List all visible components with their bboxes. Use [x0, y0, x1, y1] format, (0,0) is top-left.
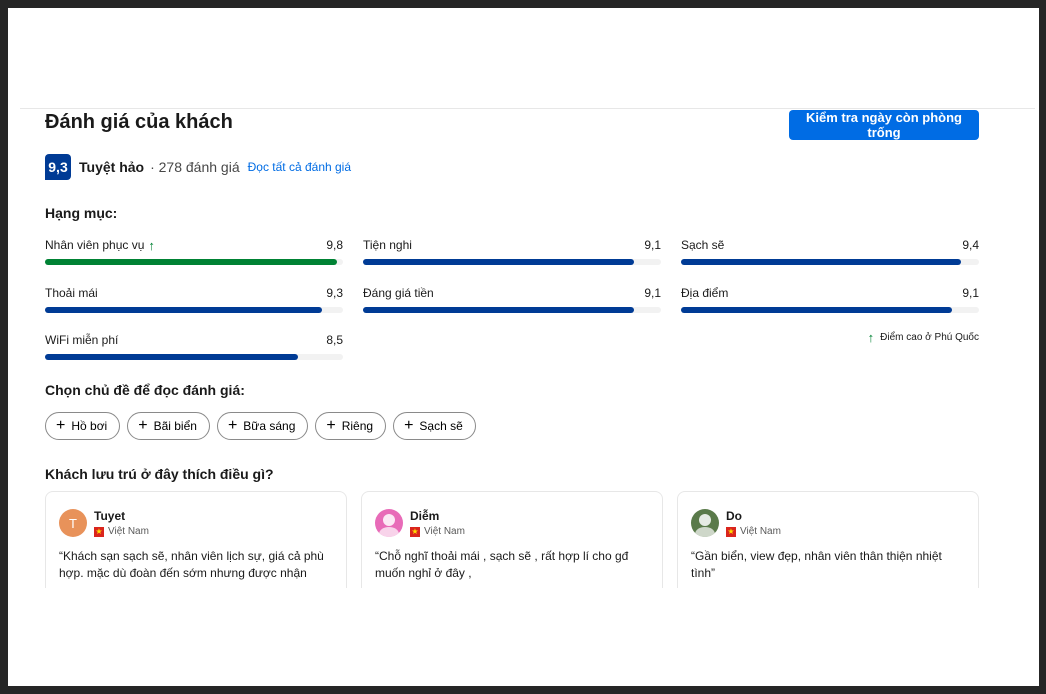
- content-cutoff: [8, 588, 1039, 686]
- vietnam-flag-icon: ★: [94, 526, 104, 537]
- category-name: Thoải mái: [45, 286, 98, 300]
- topic-chip-label: Sạch sẽ: [419, 419, 463, 433]
- liked-heading: Khách lưu trú ở đây thích điều gì?: [45, 466, 274, 482]
- plus-icon: +: [326, 417, 336, 434]
- topic-chip[interactable]: + Riêng: [315, 412, 387, 440]
- reviewer-name: Do: [726, 509, 742, 523]
- plus-icon: +: [404, 417, 414, 434]
- topic-chip[interactable]: + Sạch sẽ: [393, 412, 476, 440]
- category-name: Địa điểm: [681, 286, 729, 300]
- vietnam-flag-icon: ★: [726, 526, 736, 537]
- topic-chip-label: Riêng: [341, 419, 374, 433]
- score-bar-track: [45, 354, 343, 360]
- category-score: 9,1: [644, 286, 661, 300]
- page-frame: Đánh giá của khách Kiểm tra ngày còn phò…: [8, 8, 1039, 686]
- page-title: Đánh giá của khách: [45, 111, 233, 133]
- arrow-up-icon: ↑: [148, 237, 155, 253]
- topic-chip[interactable]: + Bữa sáng: [216, 412, 309, 440]
- category-score: 9,4: [962, 238, 979, 252]
- category-score: 9,1: [962, 286, 979, 300]
- review-count: · 278 đánh giá: [150, 159, 240, 175]
- check-availability-button[interactable]: Kiểm tra ngày còn phòng trống: [789, 110, 979, 140]
- avatar: T: [59, 509, 87, 537]
- topic-chip[interactable]: + Bãi biển: [127, 412, 210, 440]
- plus-icon: +: [138, 417, 148, 434]
- score-bar-fill: [363, 259, 635, 265]
- category-name: Sạch sẽ: [681, 238, 725, 252]
- score-bar-track: [681, 259, 979, 265]
- topic-chip-label: Bãi biển: [153, 419, 197, 433]
- category-score: 8,5: [326, 333, 343, 347]
- avatar: [375, 509, 403, 537]
- avatar: [691, 509, 719, 537]
- category-item: Thoải mái 9,3: [45, 285, 343, 313]
- score-label: Tuyệt hảo: [79, 159, 145, 175]
- review-quote: “Gần biển, view đẹp, nhân viên thân thiệ…: [691, 549, 942, 580]
- reviewer-country: ★ Việt Nam: [726, 526, 781, 537]
- score-bar-fill: [45, 354, 299, 360]
- category-item: Tiện nghi 9,1: [363, 237, 661, 265]
- top-divider: [20, 108, 1035, 109]
- score-summary: 9,3 Tuyệt hảo · 278 đánh giá Đọc tất cả …: [45, 154, 351, 180]
- score-bar-track: [363, 259, 661, 265]
- category-name: Đáng giá tiền: [363, 286, 434, 300]
- score-bar-track: [45, 307, 343, 313]
- arrow-up-icon: ↑: [867, 330, 875, 345]
- plus-icon: +: [56, 417, 66, 434]
- category-item: Đáng giá tiền 9,1: [363, 285, 661, 313]
- topic-chip-label: Hồ bơi: [71, 419, 108, 433]
- topic-chip-label: Bữa sáng: [243, 419, 296, 433]
- category-name: Tiện nghi: [363, 238, 412, 252]
- vietnam-flag-icon: ★: [410, 526, 420, 537]
- category-item: Sạch sẽ 9,4: [681, 237, 979, 265]
- reviewer-name: Diễm: [410, 509, 440, 523]
- plus-icon: +: [227, 417, 238, 434]
- score-bar-fill: [363, 307, 635, 313]
- topics-heading: Chọn chủ đề để đọc đánh giá:: [45, 382, 245, 398]
- category-score: 9,1: [644, 238, 661, 252]
- reviewer-country: ★ Việt Nam: [410, 526, 465, 537]
- reviewer-name: Tuyet: [94, 509, 126, 523]
- high-score-note: ↑ Điểm cao ở Phú Quốc: [868, 330, 979, 345]
- category-name: Nhân viên phục vụ: [45, 238, 145, 252]
- reviewer-country: ★ Việt Nam: [94, 526, 149, 537]
- categories-heading: Hạng mục:: [45, 205, 118, 221]
- topic-chip[interactable]: + Hồ bơi: [45, 412, 121, 440]
- category-score: 9,8: [326, 238, 343, 252]
- score-badge: 9,3: [45, 154, 71, 180]
- review-quote: “Chỗ nghĩ thoải mái , sạch sẽ , rất hợp …: [375, 549, 629, 580]
- score-bar-fill: [681, 259, 962, 265]
- category-item: Địa điểm 9,1: [681, 285, 979, 313]
- review-quote: “Khách sạn sạch sẽ, nhân viên lịch sự, g…: [59, 549, 324, 580]
- score-bar-track: [363, 307, 661, 313]
- score-bar-track: [45, 259, 343, 265]
- high-score-note-text: Điểm cao ở Phú Quốc: [880, 332, 979, 343]
- category-name: WiFi miễn phí: [45, 333, 119, 347]
- score-bar-track: [681, 307, 979, 313]
- category-score: 9,3: [326, 286, 343, 300]
- category-item: WiFi miễn phí 8,5: [45, 332, 343, 360]
- read-all-reviews-link[interactable]: Đọc tất cả đánh giá: [247, 160, 352, 174]
- topic-chips: + Hồ bơi + Bãi biển + Bữa sáng + Riêng + Sạch sẽ: [45, 412, 476, 440]
- score-bar-fill: [45, 307, 323, 313]
- category-item: Nhân viên phục vụ ↑ 9,8: [45, 237, 343, 265]
- score-bar-fill: [681, 307, 953, 313]
- score-bar-fill: [45, 259, 338, 265]
